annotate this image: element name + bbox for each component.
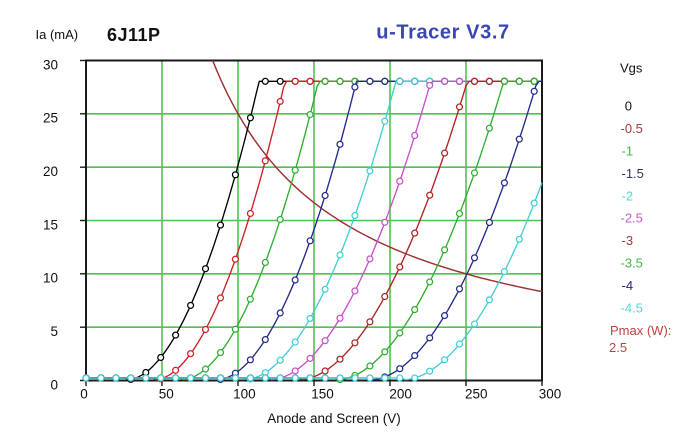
- svg-text:-2.5: -2.5: [621, 211, 643, 226]
- svg-text:6J11P: 6J11P: [107, 25, 161, 45]
- svg-text:-1.5: -1.5: [622, 166, 644, 181]
- svg-text:150: 150: [311, 386, 334, 401]
- svg-text:-0.5: -0.5: [621, 121, 643, 136]
- svg-text:100: 100: [233, 386, 256, 401]
- svg-text:30: 30: [43, 57, 58, 72]
- svg-text:20: 20: [43, 164, 58, 179]
- svg-text:10: 10: [43, 271, 58, 286]
- svg-text:-3.5: -3.5: [621, 256, 643, 271]
- svg-text:-4.5: -4.5: [621, 300, 643, 315]
- svg-text:200: 200: [389, 386, 412, 401]
- svg-text:15: 15: [43, 217, 58, 232]
- svg-text:-3: -3: [622, 233, 634, 248]
- svg-text:Ia (mA): Ia (mA): [36, 27, 79, 42]
- svg-text:u-Tracer V3.7: u-Tracer V3.7: [376, 22, 509, 44]
- svg-text:5: 5: [50, 324, 58, 339]
- svg-text:Vgs: Vgs: [620, 61, 643, 76]
- svg-text:300: 300: [539, 386, 562, 401]
- svg-text:Pmax (W):: Pmax (W):: [610, 323, 671, 338]
- svg-text:0: 0: [80, 386, 88, 401]
- svg-text:Anode and Screen (V): Anode and Screen (V): [267, 411, 401, 426]
- svg-text:0: 0: [625, 99, 632, 114]
- svg-text:2.5: 2.5: [609, 340, 627, 355]
- svg-text:250: 250: [465, 386, 488, 401]
- svg-text:-2: -2: [622, 188, 634, 203]
- svg-text:25: 25: [43, 111, 58, 126]
- svg-text:0: 0: [50, 377, 58, 392]
- svg-text:-4: -4: [622, 278, 634, 293]
- svg-text:50: 50: [159, 386, 174, 401]
- svg-text:-1: -1: [622, 143, 634, 158]
